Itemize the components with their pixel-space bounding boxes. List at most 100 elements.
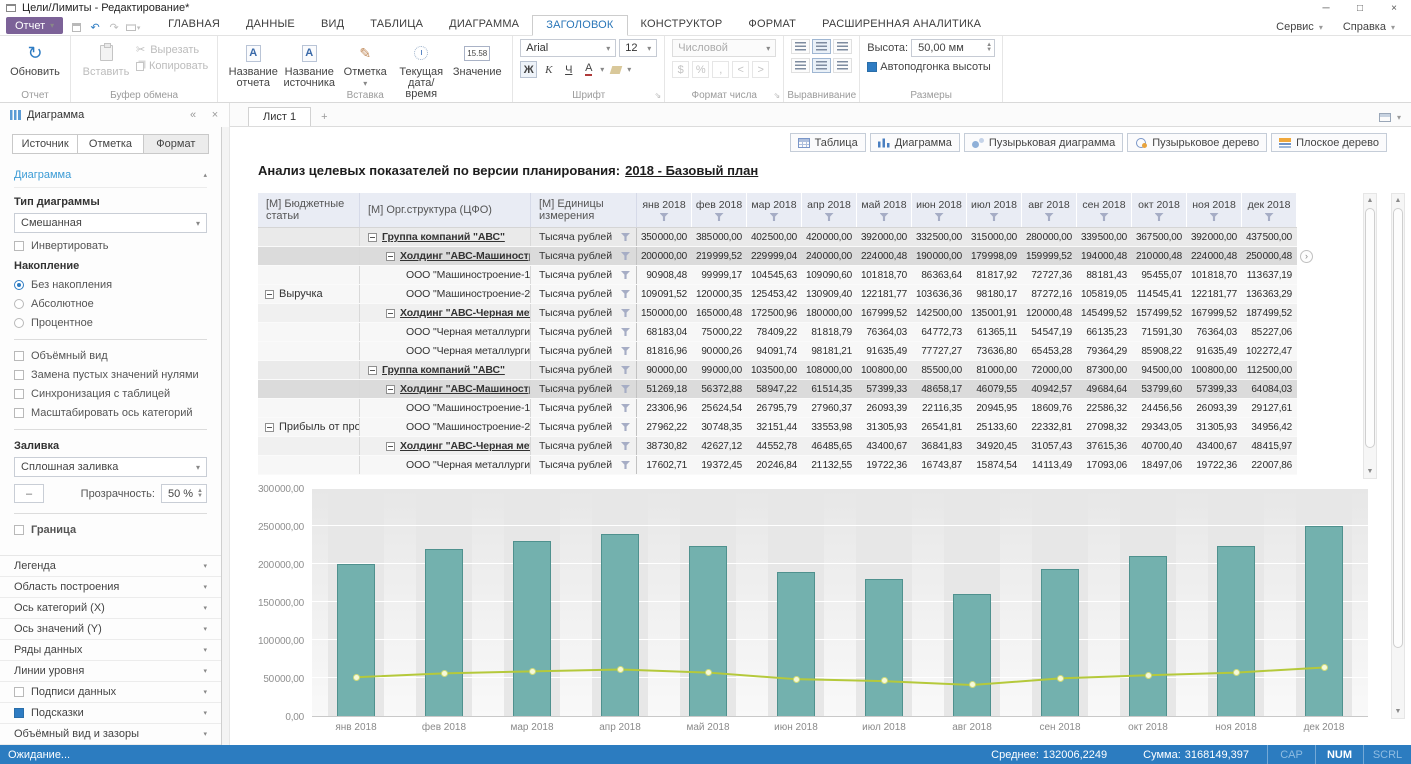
value-cell[interactable]: 240 000,00: [805, 250, 852, 262]
value-cell[interactable]: 315 000,00: [970, 231, 1017, 243]
month-column-header[interactable]: окт 2018: [1132, 193, 1187, 227]
month-column-header[interactable]: фев 2018: [692, 193, 747, 227]
redo-button[interactable]: ↷: [109, 22, 119, 34]
ribbon-tab[interactable]: ДАННЫЕ: [246, 18, 295, 30]
font-color-button[interactable]: А: [585, 62, 593, 76]
scroll-up-icon[interactable]: ▲: [1394, 197, 1402, 204]
org-structure-cell[interactable]: Холдинг "АВС-Машиностроение": [360, 380, 531, 398]
value-cell[interactable]: 20 246,84: [756, 459, 797, 471]
value-cell[interactable]: 79 364,29: [1086, 345, 1127, 357]
bar[interactable]: [337, 564, 375, 716]
units-cell[interactable]: Тысяча рублей: [531, 304, 637, 322]
ribbon-tab[interactable]: ЗАГОЛОВОК: [532, 15, 628, 36]
value-cell[interactable]: 159 999,52: [1025, 250, 1072, 262]
version-link[interactable]: 2018 - Базовый план: [625, 163, 759, 178]
value-cell[interactable]: 21 132,55: [811, 459, 852, 471]
ribbon-tab[interactable]: ДИАГРАММА: [449, 18, 520, 30]
value-cell[interactable]: 108 000,00: [805, 364, 852, 376]
month-column-header[interactable]: апр 2018: [802, 193, 857, 227]
value-cell[interactable]: 32 151,44: [756, 421, 797, 433]
value-cell[interactable]: 167 999,52: [1190, 307, 1237, 319]
number-format-button[interactable]: $: [672, 61, 690, 78]
bar[interactable]: [1129, 556, 1167, 716]
number-format-button[interactable]: <: [732, 61, 750, 78]
data-point[interactable]: [352, 673, 360, 681]
units-cell[interactable]: Тысяча рублей: [531, 266, 637, 284]
month-column-header[interactable]: янв 2018: [637, 193, 692, 227]
filter-icon[interactable]: [621, 347, 630, 355]
filter-icon[interactable]: [621, 290, 630, 298]
value-cell[interactable]: 157 499,52: [1135, 307, 1182, 319]
value-cell[interactable]: 34 956,42: [1251, 421, 1292, 433]
budget-article-cell[interactable]: [258, 456, 360, 474]
budget-article-cell[interactable]: [258, 437, 360, 455]
filter-icon[interactable]: [1209, 213, 1219, 221]
data-point[interactable]: [704, 668, 712, 676]
value-cell[interactable]: 125 453,42: [750, 288, 797, 300]
collapse-icon[interactable]: [386, 384, 395, 394]
bold-button[interactable]: Ж: [520, 61, 538, 78]
value-cell[interactable]: 165 000,48: [695, 307, 742, 319]
value-cell[interactable]: 219 999,52: [695, 250, 742, 262]
value-cell[interactable]: 18 609,76: [1031, 402, 1072, 414]
scroll-up-icon[interactable]: ▲: [1366, 197, 1374, 204]
accordion-item[interactable]: Ось значений (Y) ▾: [0, 619, 221, 640]
scroll-right-icon[interactable]: ›: [1300, 250, 1313, 263]
spinner-icon[interactable]: ▲ ▼: [986, 42, 993, 53]
chart-option-checkbox[interactable]: Синхронизация с таблицей: [14, 388, 207, 400]
scrollbar-thumb[interactable]: [1365, 208, 1375, 448]
column-header[interactable]: [М] Единицы измерения: [531, 193, 637, 227]
view-button[interactable]: Диаграмма: [869, 133, 960, 152]
units-cell[interactable]: Тысяча рублей: [531, 380, 637, 398]
filter-icon[interactable]: [1154, 213, 1164, 221]
source-name-button[interactable]: A Название источника: [283, 44, 336, 89]
value-cell[interactable]: 53 799,60: [1141, 383, 1182, 395]
chevron-down-icon[interactable]: ▾: [1396, 113, 1401, 122]
value-cell[interactable]: 150 000,00: [640, 307, 687, 319]
filter-icon[interactable]: [621, 328, 630, 336]
collapse-icon[interactable]: [265, 422, 274, 432]
value-cell[interactable]: 367 500,00: [1135, 231, 1182, 243]
value-cell[interactable]: 113 637,19: [1246, 269, 1293, 281]
value-cell[interactable]: 87 300,00: [1086, 364, 1127, 376]
align-middle-button[interactable]: [812, 39, 832, 54]
value-cell[interactable]: 19 722,36: [1196, 459, 1237, 471]
value-cell[interactable]: 76 364,03: [866, 326, 907, 338]
dialog-launcher-icon[interactable]: ⇘: [654, 91, 662, 100]
refresh-button[interactable]: ↻ Обновить: [10, 42, 60, 78]
value-cell[interactable]: 81 818,79: [811, 326, 852, 338]
accordion-item[interactable]: Объёмный вид и зазоры ▾: [0, 724, 221, 745]
units-cell[interactable]: Тысяча рублей: [531, 342, 637, 360]
value-cell[interactable]: 17 602,71: [646, 459, 687, 471]
value-cell[interactable]: 114 545,41: [1136, 288, 1183, 300]
value-cell[interactable]: 25 133,60: [976, 421, 1017, 433]
value-cell[interactable]: 57 399,33: [866, 383, 907, 395]
value-cell[interactable]: 100 800,00: [1190, 364, 1237, 376]
org-structure-cell[interactable]: ООО "Черная металлургия-1": [360, 323, 531, 341]
value-cell[interactable]: 24 456,56: [1141, 402, 1182, 414]
value-cell[interactable]: 90 000,26: [701, 345, 742, 357]
filter-icon[interactable]: [621, 423, 630, 431]
undo-button[interactable]: ↶: [90, 22, 100, 34]
value-cell[interactable]: 120 000,48: [1025, 307, 1072, 319]
collapse-icon[interactable]: [368, 232, 377, 242]
value-cell[interactable]: 27 960,37: [811, 402, 852, 414]
page-scrollbar[interactable]: ▲ ▼: [1391, 193, 1405, 719]
layout-icon[interactable]: [1378, 113, 1391, 122]
org-structure-cell[interactable]: Группа компаний "АВС": [360, 361, 531, 379]
filter-icon[interactable]: [621, 442, 630, 450]
collapse-icon[interactable]: [386, 441, 395, 451]
value-cell[interactable]: 23 306,96: [646, 402, 687, 414]
value-cell[interactable]: 43 400,67: [1196, 440, 1237, 452]
value-cell[interactable]: 81 817,92: [976, 269, 1017, 281]
mark-button[interactable]: ✎ Отметка ▾: [343, 44, 387, 89]
section-chart[interactable]: Диаграмма ▴: [14, 162, 207, 188]
value-cell[interactable]: 98 180,17: [976, 288, 1017, 300]
scroll-down-icon[interactable]: ▼: [1394, 708, 1402, 715]
month-column-header[interactable]: мар 2018: [747, 193, 802, 227]
org-structure-cell[interactable]: ООО "Машиностроение-1": [360, 266, 531, 284]
accumulation-radio[interactable]: Процентное: [14, 317, 207, 329]
budget-article-cell[interactable]: Выручка: [258, 285, 360, 303]
month-column-header[interactable]: июл 2018: [967, 193, 1022, 227]
value-cell[interactable]: 145 499,52: [1080, 307, 1127, 319]
